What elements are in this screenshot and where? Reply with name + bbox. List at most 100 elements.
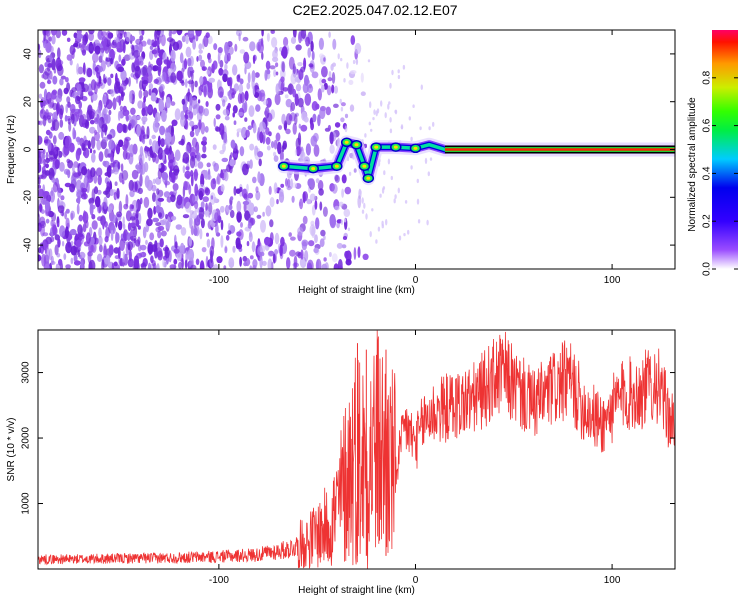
noise-speckle bbox=[289, 105, 293, 112]
noise-speckle bbox=[373, 109, 376, 115]
noise-speckle bbox=[204, 125, 209, 133]
noise-speckle bbox=[158, 164, 162, 169]
noise-speckle bbox=[224, 41, 229, 55]
noise-speckle bbox=[91, 152, 96, 163]
noise-speckle bbox=[255, 190, 261, 201]
noise-speckle bbox=[236, 211, 242, 223]
noise-speckle bbox=[380, 100, 383, 107]
noise-speckle bbox=[222, 73, 228, 83]
noise-speckle bbox=[185, 119, 189, 130]
noise-speckle bbox=[323, 82, 328, 90]
noise-speckle bbox=[102, 95, 107, 105]
noise-speckle bbox=[106, 30, 112, 43]
noise-speckle bbox=[226, 52, 231, 62]
noise-speckle bbox=[129, 235, 137, 241]
noise-speckle bbox=[106, 134, 113, 140]
noise-speckle bbox=[49, 56, 54, 62]
noise-speckle bbox=[102, 160, 107, 166]
noise-speckle bbox=[97, 175, 102, 186]
noise-speckle bbox=[65, 217, 70, 229]
noise-speckle bbox=[151, 184, 157, 192]
colorbar-label: Normalized spectral amplitude bbox=[687, 97, 698, 232]
noise-speckle bbox=[387, 158, 391, 165]
noise-speckle bbox=[146, 218, 153, 227]
noise-speckle bbox=[229, 209, 235, 219]
noise-speckle bbox=[129, 222, 137, 227]
noise-speckle bbox=[424, 157, 428, 164]
noise-speckle bbox=[69, 59, 73, 66]
signal-blob-core bbox=[344, 140, 349, 144]
noise-speckle bbox=[310, 40, 314, 52]
noise-speckle bbox=[312, 113, 317, 123]
noise-speckle bbox=[123, 203, 129, 210]
noise-speckle bbox=[327, 77, 333, 82]
noise-speckle bbox=[361, 197, 364, 204]
noise-speckle bbox=[198, 85, 203, 96]
noise-speckle bbox=[38, 254, 42, 262]
noise-speckle bbox=[55, 95, 63, 103]
carrier-core bbox=[444, 148, 675, 151]
noise-speckle bbox=[101, 259, 105, 269]
noise-speckle bbox=[197, 161, 204, 169]
noise-speckle bbox=[149, 45, 154, 51]
noise-speckle bbox=[389, 128, 393, 134]
noise-speckle bbox=[202, 196, 209, 203]
noise-speckle bbox=[58, 258, 63, 266]
noise-speckle bbox=[70, 240, 74, 247]
noise-speckle bbox=[131, 62, 135, 73]
noise-speckle bbox=[215, 114, 221, 120]
noise-speckle bbox=[286, 185, 292, 191]
noise-speckle bbox=[189, 213, 193, 227]
noise-speckle bbox=[80, 260, 84, 269]
noise-speckle bbox=[290, 236, 296, 241]
noise-speckle bbox=[265, 136, 271, 145]
noise-speckle bbox=[44, 62, 48, 67]
noise-speckle bbox=[244, 210, 251, 221]
noise-speckle bbox=[165, 96, 171, 109]
noise-speckle bbox=[190, 174, 194, 187]
noise-speckle bbox=[42, 114, 47, 127]
noise-speckle bbox=[233, 83, 239, 92]
noise-speckle bbox=[136, 124, 141, 137]
noise-speckle bbox=[154, 240, 158, 249]
noise-speckle bbox=[42, 149, 46, 155]
noise-speckle bbox=[45, 218, 50, 224]
noise-speckle bbox=[301, 111, 308, 122]
noise-speckle bbox=[47, 139, 52, 152]
noise-speckle bbox=[348, 79, 354, 85]
noise-speckle bbox=[317, 180, 324, 191]
noise-speckle bbox=[137, 225, 141, 230]
noise-speckle bbox=[349, 104, 355, 112]
noise-speckle bbox=[279, 244, 283, 257]
noise-speckle bbox=[292, 30, 297, 39]
noise-speckle bbox=[219, 59, 224, 68]
noise-speckle bbox=[88, 259, 96, 269]
colorbar: 0.0 0.2 0.4 0.6 0.8 Normalized spectral ampli… bbox=[687, 30, 738, 276]
noise-speckle bbox=[262, 260, 267, 267]
noise-speckle bbox=[223, 265, 227, 269]
noise-speckle bbox=[157, 197, 165, 202]
noise-speckle bbox=[118, 220, 123, 231]
signal-blob-core bbox=[374, 145, 379, 149]
noise-speckle bbox=[242, 200, 250, 206]
noise-speckle bbox=[253, 206, 258, 213]
noise-speckle bbox=[329, 144, 335, 154]
noise-speckle bbox=[67, 101, 71, 108]
noise-speckle bbox=[372, 117, 375, 121]
noise-speckle bbox=[77, 249, 81, 258]
noise-speckle bbox=[148, 88, 152, 96]
noise-speckle bbox=[416, 178, 419, 184]
noise-speckle bbox=[64, 226, 69, 239]
noise-speckle bbox=[199, 228, 203, 240]
snr-trace bbox=[38, 330, 675, 569]
noise-speckle bbox=[300, 124, 308, 132]
noise-speckle bbox=[236, 200, 242, 213]
noise-speckle bbox=[400, 124, 404, 130]
noise-speckle bbox=[303, 57, 307, 70]
colorbar-tick-label: 0.6 bbox=[702, 118, 713, 132]
noise-speckle bbox=[65, 103, 68, 114]
noise-speckle bbox=[59, 225, 66, 238]
noise-speckle bbox=[138, 154, 143, 163]
noise-speckle bbox=[239, 186, 243, 192]
signal-blob-core bbox=[311, 167, 316, 171]
